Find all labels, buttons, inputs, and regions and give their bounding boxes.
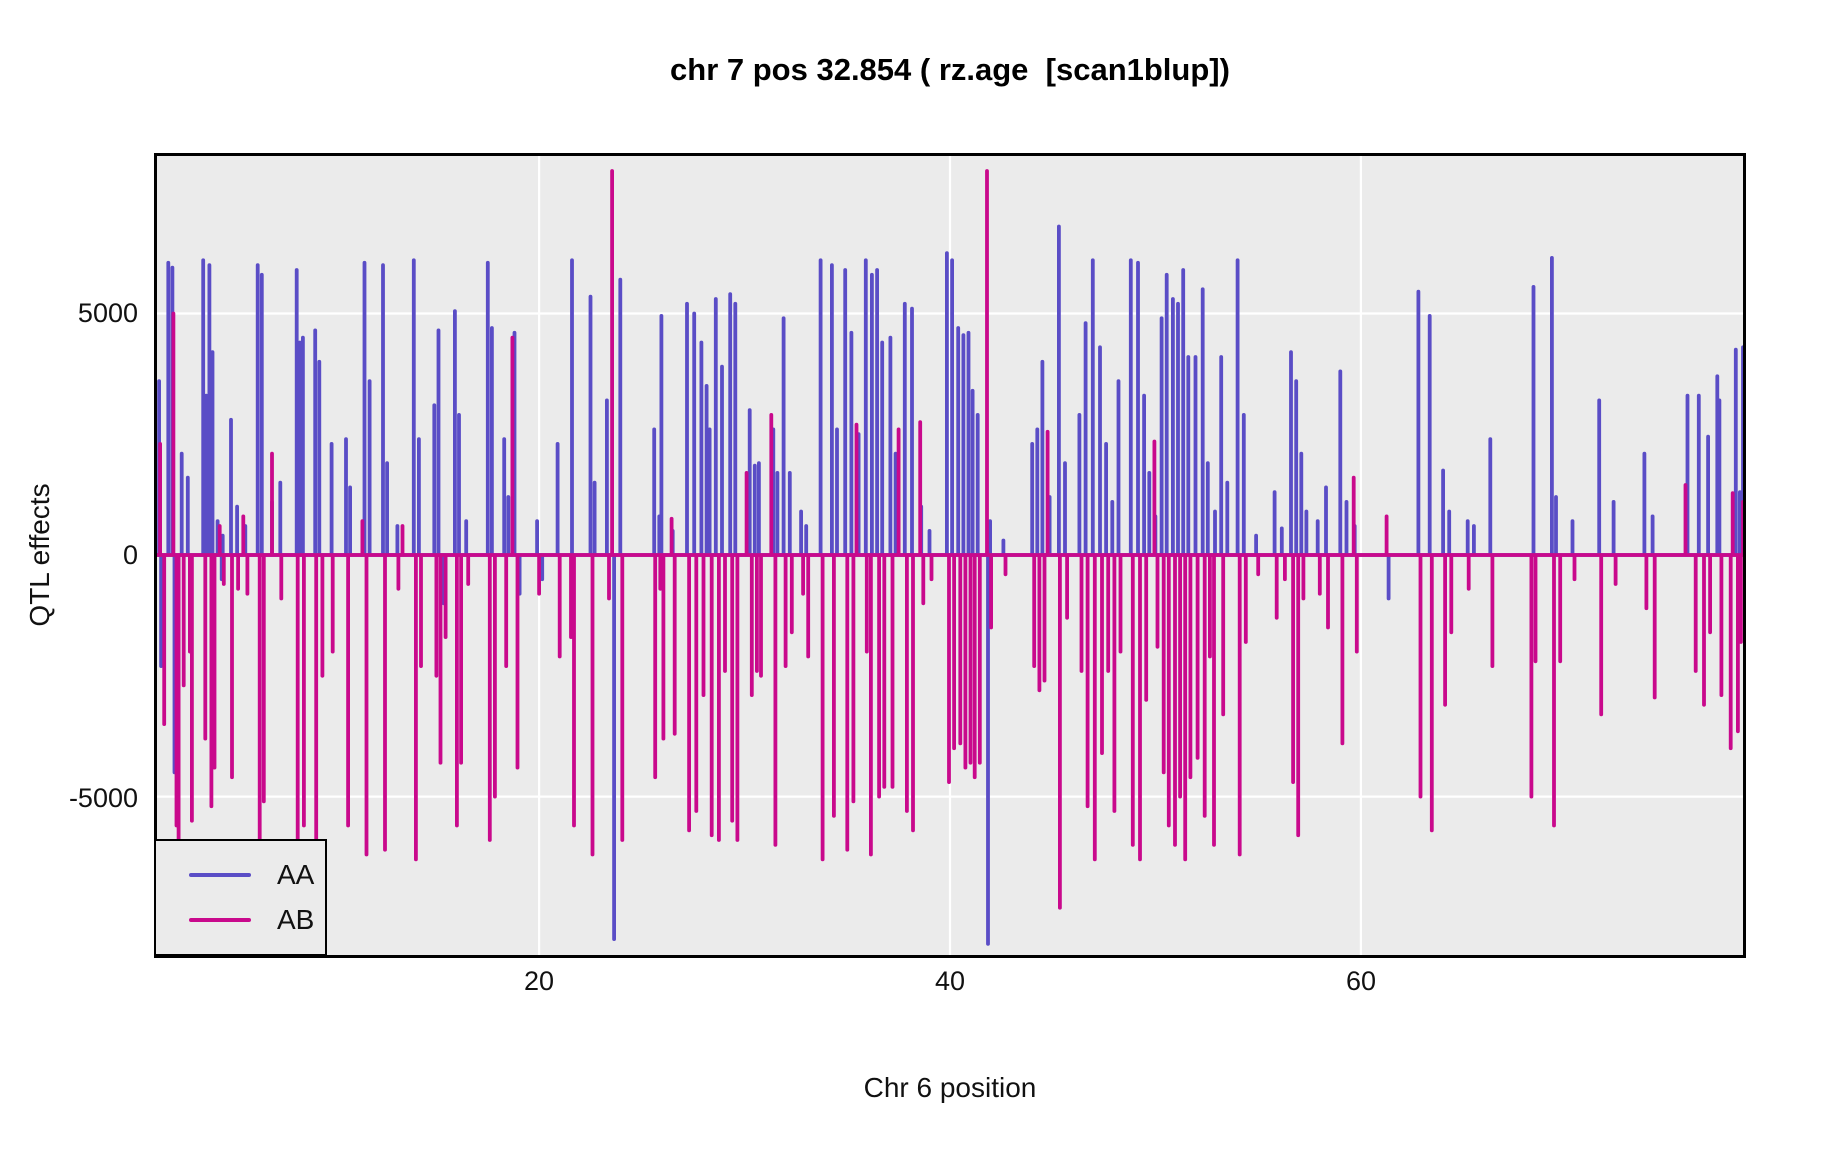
y-axis-label: QTL effects bbox=[24, 483, 55, 627]
aa-line-swatch-icon bbox=[189, 873, 251, 877]
qtl-effects-chart bbox=[157, 156, 1743, 955]
x-tick-label: 40 bbox=[934, 966, 966, 996]
legend-item-aa: AA bbox=[156, 859, 325, 891]
legend-label-aa: AA bbox=[277, 859, 315, 890]
page-title: chr 7 pos 32.854 ( rz.age [scan1blup]) bbox=[670, 52, 1230, 87]
x-tick-label: 20 bbox=[523, 966, 555, 996]
y-tick-label: -5000 bbox=[68, 783, 138, 813]
chart-panel bbox=[154, 153, 1746, 958]
ab-line-swatch-icon bbox=[189, 918, 251, 922]
legend: AA AB bbox=[154, 839, 327, 956]
legend-item-ab: AB bbox=[156, 904, 325, 936]
legend-label-ab: AB bbox=[277, 904, 315, 935]
x-axis-label: Chr 6 position bbox=[863, 1072, 1037, 1103]
y-tick-label: 0 bbox=[122, 540, 138, 570]
x-tick-label: 60 bbox=[1345, 966, 1377, 996]
y-tick-label: 5000 bbox=[77, 298, 138, 328]
